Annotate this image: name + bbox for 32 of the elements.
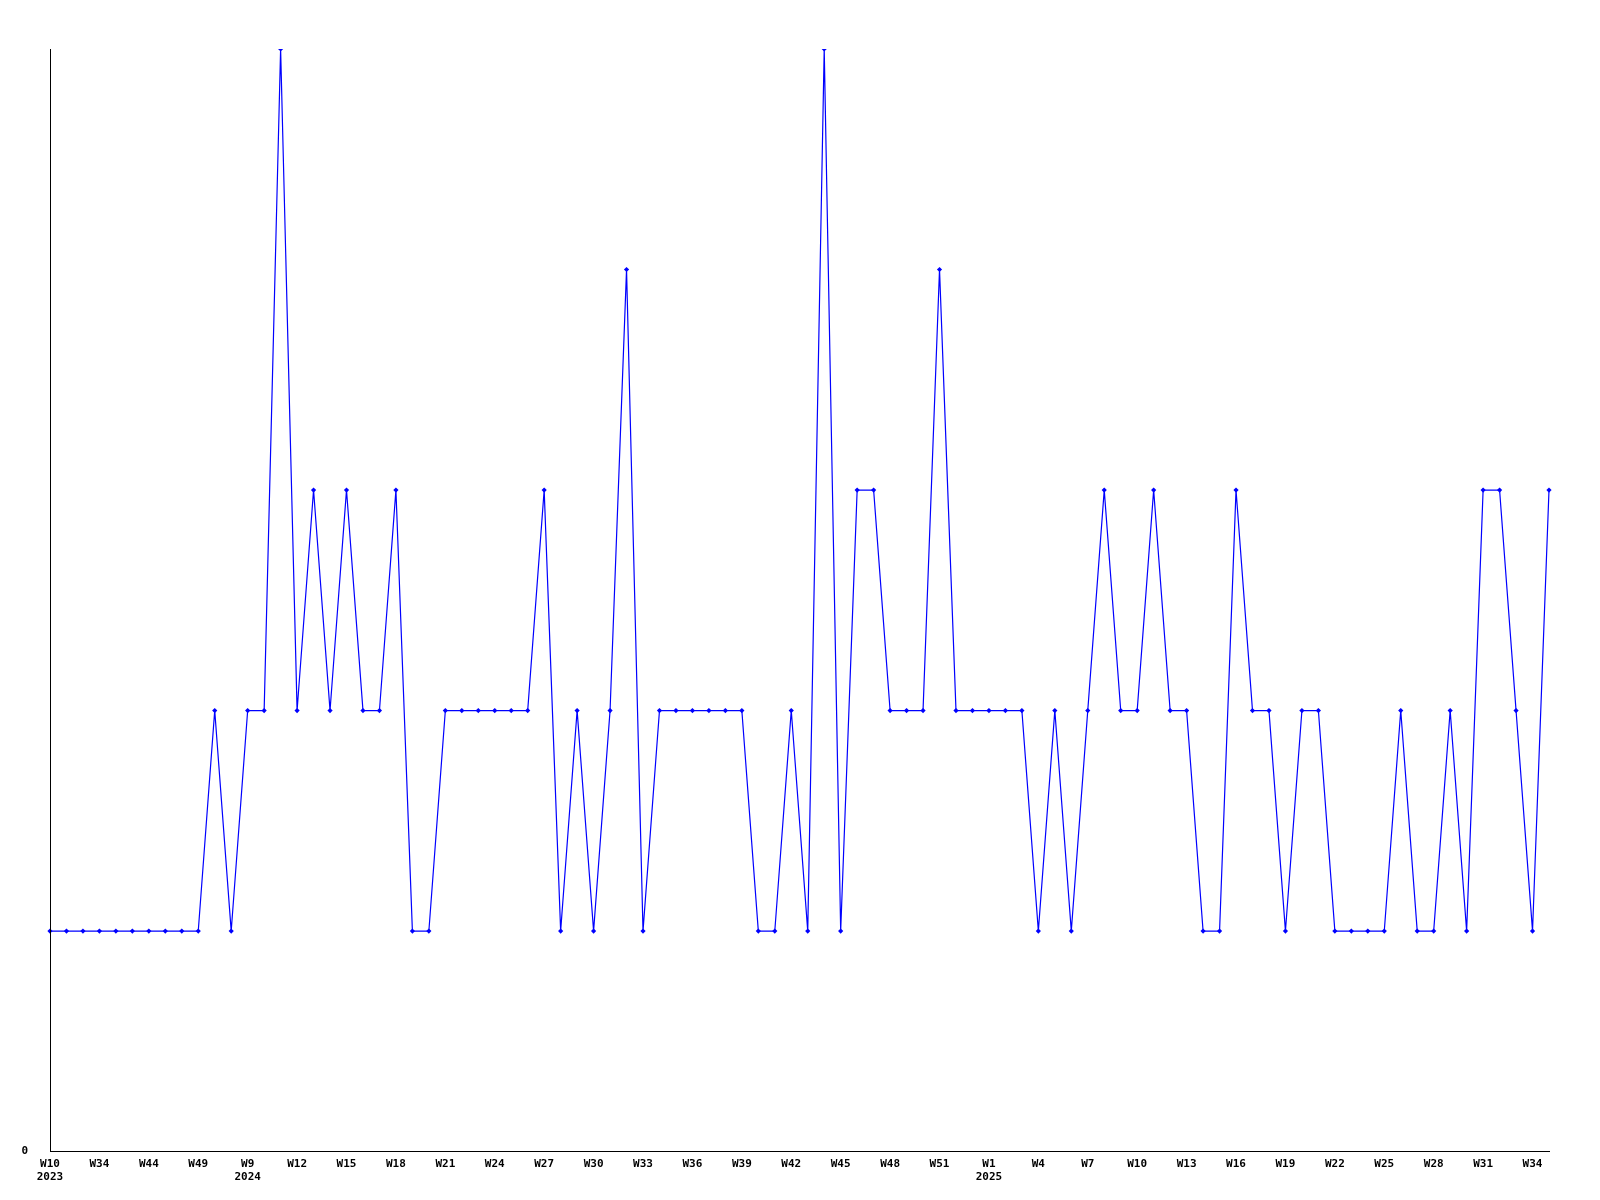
x-tick-label: W51: [929, 1157, 950, 1171]
x-tick-label: W21: [435, 1157, 456, 1171]
x-tick-label: W24: [484, 1157, 506, 1171]
x-tick-label: W49: [188, 1157, 209, 1171]
x-tick-label: W16: [1226, 1157, 1247, 1171]
x-tick-label: W28: [1423, 1157, 1444, 1171]
x-tick-label: W27: [534, 1157, 555, 1171]
x-tick-label: W45: [830, 1157, 851, 1171]
x-tick-label: W42: [781, 1157, 802, 1171]
x-tick-label: W10 2023: [36, 1157, 64, 1184]
x-tick-label: W9 2024: [234, 1157, 262, 1184]
x-tick-label: W34: [89, 1157, 110, 1171]
x-tick-label: W30: [583, 1157, 604, 1171]
x-tick-label: W25: [1374, 1157, 1395, 1171]
x-tick-label: W4: [1031, 1157, 1046, 1171]
x-tick-label: W48: [880, 1157, 901, 1171]
x-tick-label: W10: [1127, 1157, 1148, 1171]
x-tick-label: W1 2025: [975, 1157, 1003, 1184]
x-tick-label: W22: [1324, 1157, 1345, 1171]
x-tick-label: W7: [1081, 1157, 1095, 1171]
x-tick-label: W12: [287, 1157, 308, 1171]
x-tick-label: W31: [1473, 1157, 1494, 1171]
x-tick-label: W13: [1176, 1157, 1197, 1171]
x-tick-label: W33: [633, 1157, 653, 1171]
x-tick-label: W19: [1275, 1157, 1296, 1171]
text: 0: [21, 1144, 28, 1158]
x-tick-label: W44: [138, 1157, 160, 1171]
x-tick-label: W15: [336, 1157, 357, 1171]
x-tick-label: W39: [731, 1157, 752, 1171]
x-tick-label: W18: [385, 1157, 406, 1171]
x-tick-label: W36: [682, 1157, 703, 1171]
x-tick-label: W34: [1522, 1157, 1543, 1171]
